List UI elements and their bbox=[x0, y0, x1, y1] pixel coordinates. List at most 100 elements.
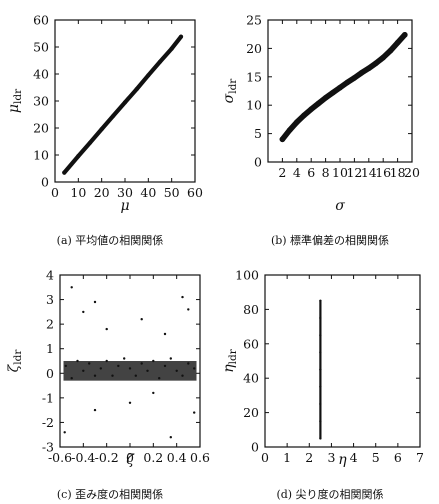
data-point bbox=[169, 436, 172, 439]
x-tick-label: 10 bbox=[70, 185, 86, 200]
data-point bbox=[140, 362, 143, 365]
data-point bbox=[175, 369, 178, 372]
x-tick-label: 40 bbox=[140, 185, 156, 200]
x-tick-label: 8 bbox=[322, 165, 330, 180]
y-tick-label: 25 bbox=[246, 13, 262, 28]
data-point bbox=[99, 367, 103, 370]
data-point bbox=[62, 170, 67, 175]
y-axis-label: σldr bbox=[221, 78, 239, 104]
x-axis-label: σ bbox=[335, 198, 345, 214]
x-tick-label: 12 bbox=[346, 165, 362, 180]
x-tick-label: 0 bbox=[51, 185, 59, 200]
data-point bbox=[157, 59, 163, 64]
data-point bbox=[134, 87, 139, 92]
data-point bbox=[193, 411, 196, 414]
data-point bbox=[373, 60, 379, 66]
x-tick-label: 10 bbox=[332, 165, 348, 180]
y-tick-label: 2 bbox=[46, 317, 54, 332]
data-point bbox=[319, 402, 322, 406]
series-band bbox=[62, 34, 184, 175]
y-axis-label-subscript: ldr bbox=[12, 88, 24, 104]
data-point bbox=[76, 359, 79, 363]
data-point bbox=[146, 369, 149, 372]
panel-b: (b) 標準偏差の相関関係 2 4 6 8 1012141618200510152025… bbox=[221, 13, 420, 248]
data-point bbox=[193, 367, 196, 370]
y-tick-label: 20 bbox=[33, 121, 49, 136]
data-point bbox=[187, 308, 190, 311]
data-point bbox=[402, 32, 408, 38]
x-tick-label: 4 bbox=[350, 450, 358, 465]
y-tick-label: 0 bbox=[46, 366, 54, 381]
y-axis-label: ζldr bbox=[6, 349, 24, 373]
y-tick-label: 60 bbox=[33, 13, 49, 28]
y-axis-label: μldr bbox=[6, 88, 24, 113]
data-point bbox=[351, 75, 358, 81]
caption-d: (d) 尖り度の相関関係 bbox=[276, 487, 383, 501]
data-point bbox=[93, 374, 97, 377]
data-point bbox=[140, 318, 143, 321]
x-tick-label: -0.2 bbox=[95, 450, 119, 465]
y-axis-label: ηldr bbox=[221, 348, 239, 372]
y-tick-label: 1 bbox=[46, 341, 54, 356]
data-point bbox=[134, 374, 137, 377]
data-point bbox=[105, 359, 108, 363]
data-point bbox=[286, 127, 293, 133]
data-point bbox=[82, 369, 85, 372]
data-point bbox=[128, 367, 132, 370]
x-tick-label: 2 bbox=[278, 165, 286, 180]
x-tick-label: 3 bbox=[327, 450, 335, 465]
data-point bbox=[187, 362, 190, 365]
data-point bbox=[163, 332, 167, 336]
y-tick-label: 0 bbox=[251, 440, 259, 455]
data-point bbox=[319, 420, 322, 423]
data-point bbox=[315, 100, 322, 107]
data-point bbox=[344, 79, 351, 86]
y-tick-label: 0 bbox=[254, 155, 262, 170]
data-point bbox=[64, 364, 68, 368]
x-tick-label: 6 bbox=[394, 450, 402, 465]
x-tick-label: 50 bbox=[164, 185, 180, 200]
x-tick-label: 1 bbox=[283, 450, 291, 465]
plot-frame bbox=[264, 274, 421, 448]
x-tick-label: 14 bbox=[361, 165, 377, 180]
x-tick-label: 20 bbox=[404, 165, 420, 180]
x-tick-label: -0.4 bbox=[71, 450, 95, 465]
data-point bbox=[128, 401, 132, 404]
y-tick-label: 30 bbox=[33, 94, 49, 109]
data-point bbox=[93, 300, 97, 304]
x-tick-label: 0 bbox=[126, 450, 134, 465]
y-tick-label: -3 bbox=[42, 440, 54, 455]
panel-a: (a) 平均値の相関関係 0 10 20 30 40 50 60 0 10 20 30 40 50 60 μ… bbox=[6, 13, 203, 248]
x-tick-label: 0.6 bbox=[190, 450, 210, 465]
y-tick-label: 60 bbox=[243, 336, 259, 351]
y-tick-label: 4 bbox=[46, 268, 54, 283]
y-tick-label: -1 bbox=[42, 390, 54, 405]
data-point bbox=[319, 299, 322, 302]
x-tick-label: 6 bbox=[307, 165, 315, 180]
y-tick-label: 40 bbox=[33, 67, 49, 82]
data-point bbox=[111, 113, 116, 118]
x-tick-label: 2 bbox=[305, 450, 313, 465]
caption-c: (c) 歪み度の相関関係 bbox=[57, 487, 163, 501]
y-tick-label: 80 bbox=[243, 302, 259, 317]
data-point bbox=[105, 327, 108, 331]
y-tick-label: 100 bbox=[235, 268, 259, 283]
data-point bbox=[152, 359, 155, 363]
dense-point-cluster bbox=[63, 361, 197, 381]
data-point bbox=[163, 364, 167, 368]
data-point bbox=[387, 47, 394, 54]
data-point bbox=[87, 140, 93, 145]
data-point bbox=[70, 377, 73, 380]
data-point bbox=[111, 374, 114, 377]
caption-b: (b) 標準偏差の相関関係 bbox=[271, 233, 389, 247]
data-point bbox=[308, 106, 315, 112]
data-point bbox=[319, 334, 322, 337]
y-tick-label: 0 bbox=[41, 175, 49, 190]
x-tick-label: 4 bbox=[293, 165, 301, 180]
y-tick-label: 20 bbox=[246, 41, 262, 56]
x-tick-label: 7 bbox=[416, 450, 424, 465]
data-point bbox=[330, 89, 336, 96]
data-point bbox=[117, 364, 120, 368]
y-axis-label-subscript: ldr bbox=[227, 348, 239, 364]
